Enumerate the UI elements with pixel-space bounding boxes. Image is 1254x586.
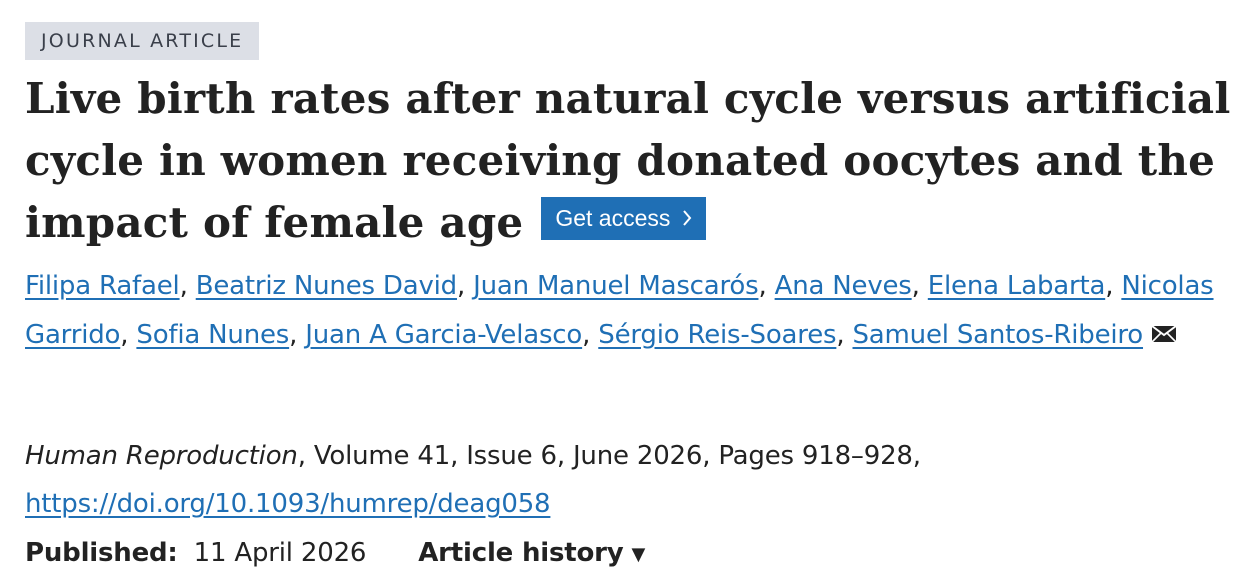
publication-row: Published: 11 April 2026 Article history ▼	[25, 533, 645, 573]
doi-link[interactable]: https://doi.org/10.1093/humrep/deag058	[25, 489, 551, 519]
article-type-badge: JOURNAL ARTICLE	[25, 22, 260, 60]
author-link[interactable]: Elena Labarta	[927, 271, 1106, 301]
chevron-right-icon	[683, 210, 692, 226]
caret-down-icon: ▼	[631, 544, 646, 565]
author-link[interactable]: Ana Neves	[774, 271, 912, 301]
article-history-toggle[interactable]: Article history ▼	[418, 538, 645, 568]
get-access-button[interactable]: Get access	[541, 196, 707, 240]
get-access-label: Get access	[555, 204, 671, 231]
citation-details: , Volume 41, Issue 6, June 2026, Pages 9…	[297, 441, 921, 471]
author-link[interactable]: Sérgio Reis-Soares	[598, 320, 837, 350]
author-link[interactable]: Nicolas Garrido	[25, 271, 1214, 350]
journal-name: Human Reproduction	[25, 441, 298, 471]
published-date: 11 April 2026	[193, 538, 367, 568]
article-title-text: Live birth rates after natural cycle ver…	[25, 74, 1231, 247]
author-link[interactable]: Beatriz Nunes David	[195, 271, 457, 301]
author-link[interactable]: Filipa Rafael	[25, 271, 180, 301]
author-link[interactable]: Sofia Nunes	[136, 320, 290, 350]
published-label: Published:	[25, 538, 178, 568]
author-link[interactable]: Juan A Garcia-Velasco	[305, 320, 583, 350]
article-history-label: Article history	[418, 538, 624, 568]
author-list: Filipa Rafael, Beatriz Nunes David, Juan…	[25, 271, 1214, 350]
author-link[interactable]: Samuel Santos-Ribeiro	[852, 320, 1144, 350]
author-link[interactable]: Juan Manuel Mascarós	[473, 271, 759, 301]
envelope-icon[interactable]	[1151, 324, 1177, 344]
citation: Human Reproduction, Volume 41, Issue 6, …	[25, 432, 1240, 528]
article-title: Live birth rates after natural cycle ver…	[25, 68, 1240, 254]
